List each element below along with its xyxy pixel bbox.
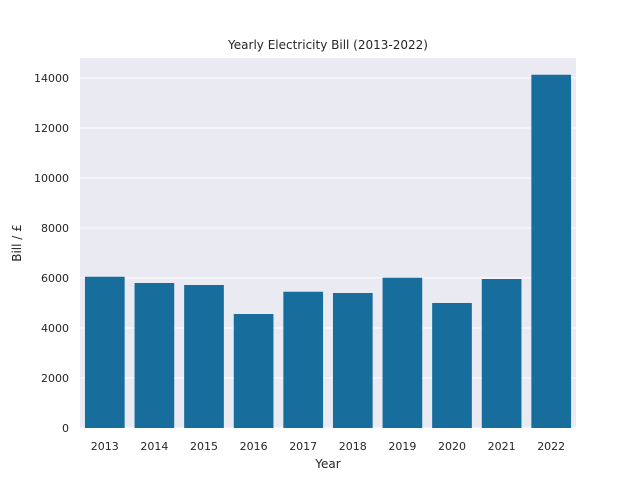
bar-2014 [134, 283, 175, 428]
chart-title: Yearly Electricity Bill (2013-2022) [227, 38, 428, 52]
y-axis-label: Bill / £ [10, 224, 24, 262]
bars [84, 74, 572, 428]
y-tick-label: 10000 [34, 172, 69, 185]
x-tick-labels: 2013 2014 2015 2016 2017 2018 2019 2020 2021 2022 [91, 440, 565, 453]
bar-2021 [481, 279, 522, 428]
bar-2020 [432, 303, 472, 428]
x-tick-label: 2015 [190, 440, 218, 453]
bar-2017 [283, 291, 324, 428]
bar-2015 [184, 285, 224, 428]
y-tick-label: 2000 [41, 372, 69, 385]
x-tick-label: 2021 [488, 440, 516, 453]
y-tick-label: 0 [62, 422, 69, 435]
bar-2013 [84, 276, 125, 428]
y-tick-label: 4000 [41, 322, 69, 335]
x-tick-label: 2022 [537, 440, 565, 453]
bar-2018 [332, 293, 373, 428]
bar-2019 [382, 277, 423, 428]
x-tick-label: 2018 [339, 440, 367, 453]
x-tick-label: 2017 [289, 440, 317, 453]
x-tick-label: 2020 [438, 440, 466, 453]
x-tick-label: 2019 [388, 440, 416, 453]
bar-2016 [233, 314, 274, 428]
y-tick-labels: 0 2000 4000 6000 8000 10000 12000 14000 [34, 72, 69, 435]
y-tick-label: 8000 [41, 222, 69, 235]
x-tick-label: 2014 [140, 440, 168, 453]
x-tick-label: 2016 [240, 440, 268, 453]
y-tick-label: 14000 [34, 72, 69, 85]
x-axis-label: Year [314, 457, 340, 471]
y-tick-label: 6000 [41, 272, 69, 285]
x-tick-label: 2013 [91, 440, 119, 453]
bar-2022 [531, 74, 572, 428]
y-tick-label: 12000 [34, 122, 69, 135]
